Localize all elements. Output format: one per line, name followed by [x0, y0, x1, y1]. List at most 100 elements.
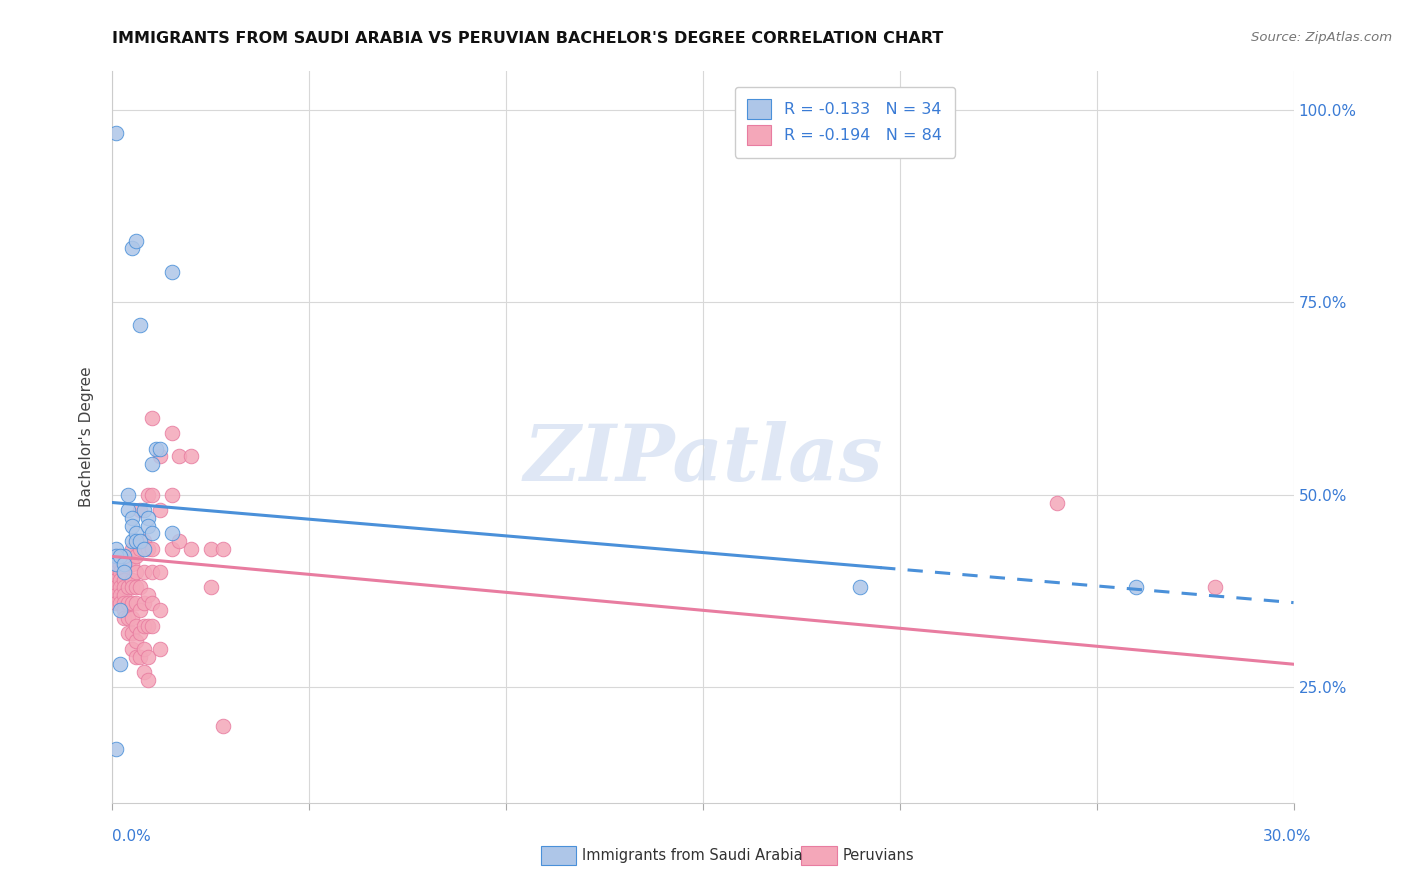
Point — [141, 541, 163, 556]
Point — [149, 503, 172, 517]
Point — [112, 573, 135, 587]
Text: IMMIGRANTS FROM SAUDI ARABIA VS PERUVIAN BACHELOR'S DEGREE CORRELATION CHART: IMMIGRANTS FROM SAUDI ARABIA VS PERUVIAN… — [112, 31, 943, 46]
Point — [129, 580, 152, 594]
Point — [1125, 580, 1147, 594]
Point — [125, 618, 148, 632]
Point — [132, 541, 155, 556]
Point — [105, 557, 128, 571]
Point — [110, 565, 132, 579]
Point — [121, 511, 143, 525]
Point — [200, 541, 222, 556]
Point — [117, 580, 139, 594]
Point — [105, 596, 128, 610]
Point — [136, 588, 159, 602]
Point — [117, 488, 139, 502]
Point — [125, 565, 148, 579]
Point — [160, 541, 183, 556]
Point — [160, 488, 183, 502]
Point — [129, 649, 152, 664]
Point — [132, 503, 155, 517]
Point — [121, 580, 143, 594]
Point — [105, 541, 128, 556]
Point — [110, 549, 132, 564]
Point — [105, 557, 128, 571]
Text: 30.0%: 30.0% — [1264, 830, 1312, 844]
Point — [117, 596, 139, 610]
Point — [129, 503, 152, 517]
Point — [121, 242, 143, 256]
Point — [105, 573, 128, 587]
Point — [112, 611, 135, 625]
Point — [121, 573, 143, 587]
Point — [112, 588, 135, 602]
Point — [160, 264, 183, 278]
Point — [136, 541, 159, 556]
Point — [1046, 495, 1069, 509]
Point — [121, 534, 143, 549]
Point — [112, 565, 135, 579]
Point — [112, 565, 135, 579]
Point — [136, 488, 159, 502]
Legend: R = -0.133   N = 34, R = -0.194   N = 84: R = -0.133 N = 34, R = -0.194 N = 84 — [734, 87, 955, 158]
Point — [110, 580, 132, 594]
Point — [105, 742, 128, 756]
Point — [145, 442, 167, 456]
Point — [141, 565, 163, 579]
Point — [125, 596, 148, 610]
Point — [129, 626, 152, 640]
Point — [211, 719, 233, 733]
Point — [141, 488, 163, 502]
Point — [117, 549, 139, 564]
Point — [149, 641, 172, 656]
Point — [121, 641, 143, 656]
Point — [125, 534, 148, 549]
Point — [132, 618, 155, 632]
Point — [141, 596, 163, 610]
Y-axis label: Bachelor's Degree: Bachelor's Degree — [79, 367, 94, 508]
Point — [160, 526, 183, 541]
Point — [136, 618, 159, 632]
Point — [132, 641, 155, 656]
Point — [117, 503, 139, 517]
Point — [129, 603, 152, 617]
Text: Peruvians: Peruvians — [842, 848, 914, 863]
Point — [1204, 580, 1226, 594]
Point — [149, 603, 172, 617]
Point — [149, 565, 172, 579]
Point — [180, 450, 202, 464]
Point — [149, 450, 172, 464]
Point — [112, 557, 135, 571]
Point — [105, 549, 128, 564]
Point — [110, 657, 132, 672]
Point — [129, 541, 152, 556]
Point — [169, 450, 191, 464]
Point — [132, 565, 155, 579]
Point — [200, 580, 222, 594]
Point — [141, 410, 163, 425]
Point — [129, 534, 152, 549]
Point — [105, 549, 128, 564]
Point — [125, 649, 148, 664]
Point — [849, 580, 872, 594]
Point — [125, 234, 148, 248]
Point — [110, 557, 132, 571]
Point — [121, 611, 143, 625]
Point — [125, 549, 148, 564]
Point — [121, 626, 143, 640]
Point — [141, 526, 163, 541]
Point — [105, 580, 128, 594]
Point — [110, 588, 132, 602]
Text: ZIPatlas: ZIPatlas — [523, 421, 883, 497]
Point — [105, 126, 128, 140]
Point — [112, 596, 135, 610]
Point — [180, 541, 202, 556]
Point — [105, 588, 128, 602]
Point — [117, 626, 139, 640]
Point — [125, 580, 148, 594]
Point — [125, 634, 148, 648]
Point — [110, 549, 132, 564]
Point — [121, 541, 143, 556]
Point — [110, 603, 132, 617]
Point — [136, 673, 159, 687]
Point — [110, 573, 132, 587]
